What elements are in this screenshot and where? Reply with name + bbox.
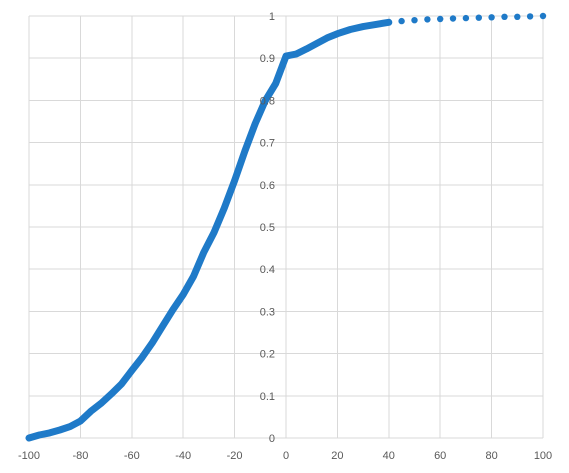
y-tick-label: 0.6	[260, 180, 275, 192]
x-tick-label: -60	[124, 450, 140, 462]
data-point	[149, 339, 156, 346]
x-tick-label: -20	[227, 450, 243, 462]
data-point	[462, 14, 470, 22]
data-point	[501, 13, 508, 20]
data-point	[411, 17, 418, 24]
data-point	[36, 431, 43, 439]
data-point	[252, 120, 259, 127]
data-point	[437, 15, 444, 23]
data-point	[108, 390, 115, 398]
data-point	[372, 21, 380, 28]
y-tick-label: 0.9	[260, 53, 275, 65]
data-point	[262, 97, 269, 104]
y-tick-label: 0.5	[260, 222, 275, 234]
data-point	[303, 45, 310, 53]
y-tick-label: 0	[269, 433, 275, 445]
data-point	[359, 23, 367, 30]
data-point	[488, 14, 495, 21]
data-point	[118, 380, 125, 388]
data-point	[87, 408, 94, 415]
data-point	[313, 40, 320, 47]
y-tick-label: 0.1	[260, 391, 275, 403]
data-point	[138, 354, 146, 361]
data-point	[526, 13, 534, 20]
data-point	[190, 273, 197, 280]
data-point	[56, 426, 63, 434]
y-tick-label: 0.8	[260, 95, 275, 107]
data-point	[514, 13, 521, 20]
data-point	[539, 12, 547, 20]
data-point	[25, 434, 33, 442]
y-axis-ticks: 0 0.1 0.2 0.3 0.4 0.5 0.6 0.7 0.8 0.9 1	[260, 11, 275, 445]
data-point	[221, 204, 228, 212]
data-series	[25, 12, 547, 442]
x-tick-label: 0	[283, 450, 289, 462]
data-point	[293, 50, 300, 58]
y-tick-label: 0.7	[260, 138, 275, 150]
data-point	[66, 423, 74, 430]
data-point	[398, 17, 405, 25]
data-point	[424, 16, 431, 23]
x-tick-label: 80	[485, 450, 497, 462]
data-point	[97, 400, 105, 407]
x-tick-label: -80	[72, 450, 88, 462]
data-point	[475, 14, 482, 21]
data-point	[128, 367, 135, 374]
data-point	[210, 229, 218, 236]
data-point	[347, 26, 354, 33]
x-tick-label: 60	[434, 450, 446, 462]
data-point	[449, 15, 457, 22]
data-point	[282, 52, 290, 60]
data-point	[323, 34, 331, 42]
data-point	[385, 19, 392, 26]
x-tick-label: 100	[534, 450, 552, 462]
data-point	[46, 429, 53, 437]
data-point	[231, 177, 238, 184]
data-point	[334, 30, 341, 37]
x-tick-label: 20	[331, 450, 343, 462]
y-tick-label: 0.3	[260, 306, 275, 318]
series-line	[25, 18, 393, 442]
data-point	[169, 306, 177, 313]
y-tick-label: 0.4	[260, 264, 275, 276]
x-tick-label: -100	[18, 450, 40, 462]
data-point	[200, 249, 207, 256]
grid	[28, 15, 544, 439]
data-point	[272, 80, 279, 87]
x-axis-ticks: -100 -80 -60 -40 -20 0 20 40 60 80 100	[18, 450, 552, 462]
x-tick-label: -40	[175, 450, 191, 462]
x-tick-label: 40	[383, 450, 395, 462]
data-point	[159, 323, 166, 330]
y-tick-label: 0.2	[260, 349, 275, 361]
y-tick-label: 1	[269, 11, 275, 23]
data-point	[241, 147, 249, 155]
data-point	[77, 417, 84, 425]
data-point	[180, 291, 187, 298]
